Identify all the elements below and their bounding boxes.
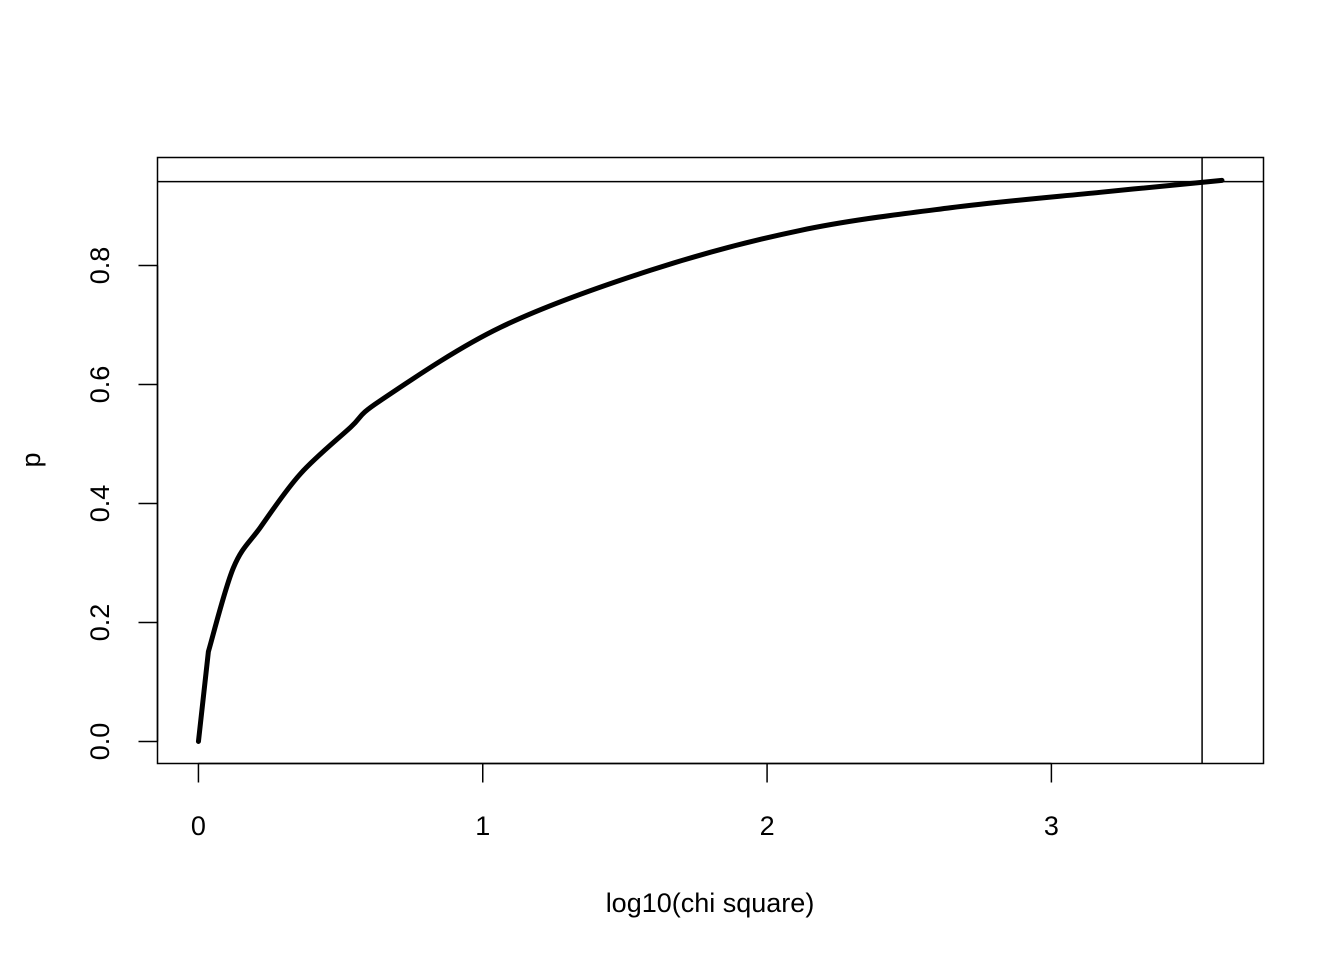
plot-frame [156,156,1265,765]
x-tick-label: 2 [760,811,775,841]
x-axis: 0 1 2 3 [191,762,1059,841]
y-axis-label: p [16,452,46,467]
y-tick-label: 0.8 [85,247,115,285]
x-axis-label: log10(chi square) [606,888,815,918]
y-tick-label: 0.0 [85,723,115,761]
y-tick-label: 0.2 [85,604,115,642]
x-tick-label: 0 [191,811,206,841]
x-tick-label: 1 [475,811,490,841]
y-tick-label: 0.4 [85,485,115,523]
series-group [195,177,1225,744]
x-tick-label: 3 [1044,811,1059,841]
reference-lines [157,157,1264,764]
y-tick-label: 0.6 [85,366,115,404]
series-line [195,177,1225,744]
y-axis: 0.0 0.2 0.4 0.6 0.8 [85,247,159,761]
